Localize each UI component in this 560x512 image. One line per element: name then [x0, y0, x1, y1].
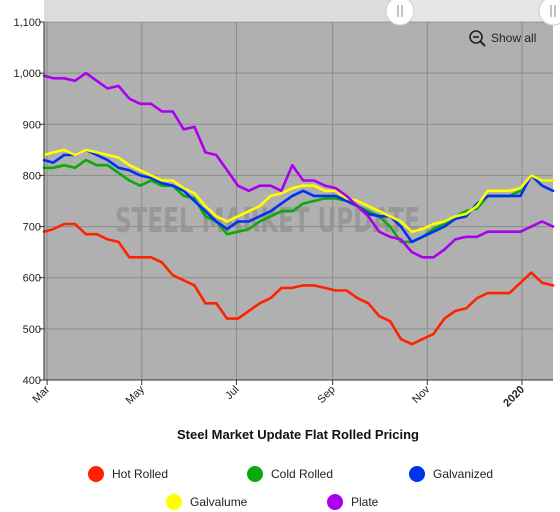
- legend-marker: [409, 466, 425, 482]
- legend-marker: [327, 494, 343, 510]
- x-tick-label: Nov: [410, 383, 433, 406]
- zoom-out-icon: [469, 30, 486, 47]
- x-tick-label: 2020: [501, 384, 527, 410]
- legend-item-galvalume[interactable]: Galvalume: [166, 494, 247, 510]
- y-tick-label: 700: [23, 222, 41, 234]
- chart-title: Steel Market Update Flat Rolled Pricing: [177, 427, 419, 442]
- y-tick-label: 600: [23, 273, 41, 285]
- y-tick-label: 800: [23, 170, 41, 182]
- legend-item-galvanized[interactable]: Galvanized: [409, 466, 493, 482]
- plot-background: [44, 22, 553, 380]
- show-all-label: Show all: [491, 31, 536, 45]
- grid: [44, 21, 553, 381]
- watermark: STEEL MARKET UPDATE: [115, 201, 420, 241]
- x-tick-label: May: [124, 383, 148, 407]
- y-axis: 400 500 600 700 800 900 1,000 1,100: [13, 17, 44, 387]
- legend-item-cold-rolled[interactable]: Cold Rolled: [247, 466, 333, 482]
- series-line-hot-rolled[interactable]: [42, 222, 555, 346]
- legend-label: Hot Rolled: [112, 467, 169, 481]
- series-line-galvanized[interactable]: [42, 148, 555, 244]
- legend-label: Plate: [351, 495, 379, 509]
- x-tick-label: Jul: [223, 384, 241, 402]
- y-tick-label: 500: [23, 324, 41, 336]
- legend-label: Cold Rolled: [271, 467, 334, 481]
- legend-marker: [247, 466, 263, 482]
- legend-marker: [166, 494, 182, 510]
- legend-label: Galvalume: [190, 495, 248, 509]
- navigator-handle-right[interactable]: [538, 0, 560, 26]
- legend-item-plate[interactable]: Plate: [327, 494, 378, 510]
- chart: STEEL MARKET UPDATE 400 500 600 700 800 900 1,…: [13, 0, 560, 442]
- series-line-plate[interactable]: [42, 71, 555, 259]
- y-tick-label: 1,100: [13, 17, 41, 29]
- y-tick-label: 400: [23, 375, 41, 387]
- navigator-selection[interactable]: [44, 0, 400, 21]
- y-tick-label: 1,000: [13, 68, 41, 80]
- x-tick-label: Sep: [315, 384, 337, 406]
- legend: Hot Rolled Cold Rolled Galvanized Galval…: [0, 462, 560, 512]
- x-axis: Mar May Jul Sep Nov 2020: [30, 380, 527, 409]
- series-line-galvalume[interactable]: [42, 148, 555, 233]
- legend-label: Galvanized: [433, 467, 494, 481]
- watermark-text: STEEL MARKET UPDATE: [115, 201, 420, 241]
- y-tick-label: 900: [23, 119, 41, 131]
- legend-marker: [88, 466, 104, 482]
- navigator-handle-left[interactable]: [385, 0, 415, 26]
- show-all-button[interactable]: Show all: [469, 30, 536, 47]
- legend-item-hot-rolled[interactable]: Hot Rolled: [88, 466, 168, 482]
- series-line-cold-rolled[interactable]: [42, 158, 555, 244]
- series-lines: [42, 71, 555, 346]
